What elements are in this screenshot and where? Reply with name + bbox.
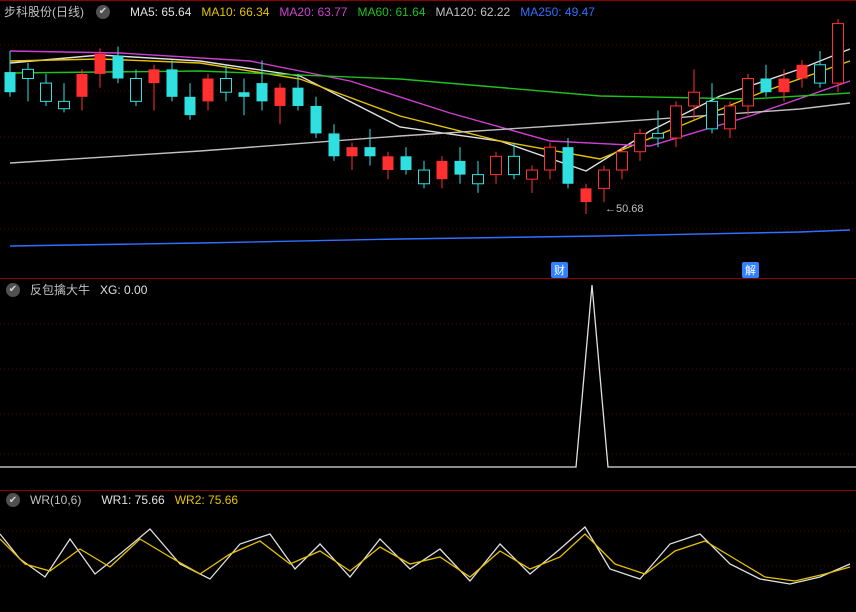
low-price-annotation: ←50.68	[605, 203, 644, 215]
wr-indicator: WR1: 75.66	[101, 493, 164, 507]
ma-indicator: MA10: 66.34	[201, 5, 269, 19]
ma-indicator: MA60: 61.64	[357, 5, 425, 19]
wr-oscillator-panel: ✔ WR(10,6) WR1: 75.66 WR2: 75.66	[0, 490, 856, 611]
candlestick-chart[interactable]	[0, 1, 856, 279]
wr-indicator: WR2: 75.66	[175, 493, 238, 507]
verified-icon: ✔	[96, 5, 110, 19]
event-marker[interactable]: 财	[551, 262, 568, 278]
mid-header: ✔ 反包擒大牛 XG: 0.00	[4, 281, 147, 298]
main-candlestick-panel: 步科股份(日线) ✔ MA5: 65.64 MA10: 66.34 MA20: 63…	[0, 0, 856, 278]
indicator-name: 反包擒大牛	[30, 281, 90, 298]
ma-indicator: MA20: 63.77	[279, 5, 347, 19]
event-marker[interactable]: 解	[742, 262, 759, 278]
spike-chart[interactable]	[0, 279, 856, 491]
wr-header: ✔ WR(10,6) WR1: 75.66 WR2: 75.66	[4, 493, 238, 507]
custom-indicator-panel: ✔ 反包擒大牛 XG: 0.00	[0, 278, 856, 490]
wr-indicator-row: WR1: 75.66 WR2: 75.66	[91, 493, 238, 507]
verified-icon: ✔	[6, 283, 20, 297]
wr-chart[interactable]	[0, 491, 856, 612]
ma-indicator-row: MA5: 65.64 MA10: 66.34 MA20: 63.77 MA60: 61…	[120, 5, 595, 19]
ma-indicator: MA250: 49.47	[520, 5, 595, 19]
ma-indicator: MA120: 62.22	[436, 5, 511, 19]
verified-icon: ✔	[6, 493, 20, 507]
xg-value: XG: 0.00	[100, 283, 147, 297]
ma-indicator: MA5: 65.64	[130, 5, 191, 19]
main-header: 步科股份(日线) ✔ MA5: 65.64 MA10: 66.34 MA20: 63…	[4, 3, 595, 20]
stock-title: 步科股份(日线)	[4, 3, 84, 20]
wr-title: WR(10,6)	[30, 493, 81, 507]
